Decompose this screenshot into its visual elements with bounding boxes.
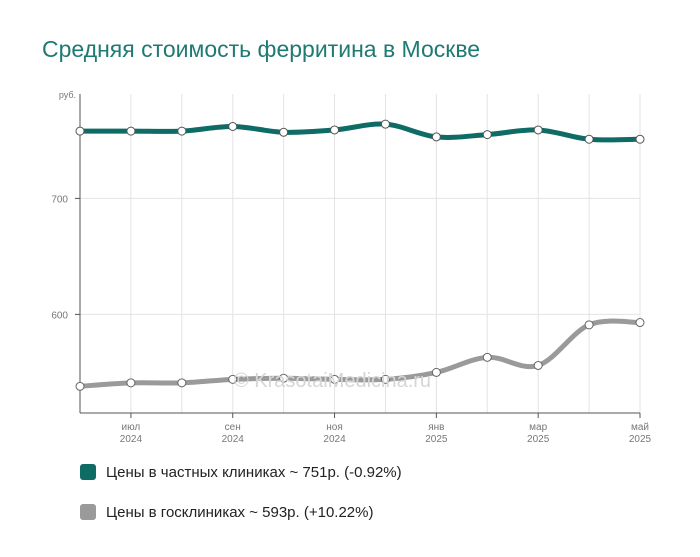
legend-label-public: Цены в госклиниках ~ 593р. (+10.22%) [106, 503, 374, 521]
x-tick-label-year: 2025 [425, 434, 448, 445]
data-point-private [533, 125, 543, 135]
x-tick-label-year: 2024 [222, 434, 245, 445]
legend-item-private[interactable]: Цены в частных клиниках ~ 751р. (-0.92%) [80, 460, 402, 484]
data-point-public [228, 374, 238, 384]
legend-item-public[interactable]: Цены в госклиниках ~ 593р. (+10.22%) [80, 500, 402, 524]
data-point-private [380, 119, 390, 129]
data-point-public [380, 374, 390, 384]
x-tick-label-month: янв [428, 422, 444, 433]
data-point-private [431, 132, 441, 142]
data-point-private [330, 125, 340, 135]
data-point-public [279, 373, 289, 383]
data-point-private [279, 127, 289, 137]
data-point-private [75, 126, 85, 136]
series-line-private [77, 121, 643, 143]
data-point-private [177, 126, 187, 136]
legend-swatch-public [80, 504, 96, 520]
y-tick-label: 600 [51, 310, 68, 321]
legend: Цены в частных клиниках ~ 751р. (-0.92%)… [80, 460, 402, 524]
data-point-private [228, 121, 238, 131]
data-point-public [75, 381, 85, 391]
chart-title: Средняя стоимость ферритина в Москве [42, 36, 481, 62]
data-point-public [635, 318, 645, 328]
x-tick-label-year: 2024 [120, 434, 143, 445]
x-tick-label-year: 2024 [323, 434, 346, 445]
data-point-public [330, 374, 340, 384]
data-point-private [482, 130, 492, 140]
legend-label-private: Цены в частных клиниках ~ 751р. (-0.92%) [106, 463, 402, 481]
x-tick-label-month: мар [529, 422, 547, 433]
legend-swatch-private [80, 464, 96, 480]
x-tick-label-month: ноя [326, 422, 343, 433]
watermark: © KrasotaiMedicina.ru [234, 370, 432, 392]
data-point-public [533, 360, 543, 370]
x-tick-label-year: 2025 [527, 434, 550, 445]
x-tick-label-month: июл [122, 422, 141, 433]
data-point-private [584, 134, 594, 144]
data-point-public [584, 320, 594, 330]
x-tick-label-year: 2025 [629, 434, 652, 445]
data-point-private [126, 126, 136, 136]
data-point-private [635, 134, 645, 144]
data-point-public [126, 378, 136, 388]
x-tick-label-month: сен [225, 422, 241, 433]
y-axis-unit: руб. [59, 90, 76, 100]
data-point-public [431, 367, 441, 377]
y-tick-label: 700 [51, 194, 68, 205]
data-point-public [482, 352, 492, 362]
x-tick-label-month: май [631, 422, 649, 433]
data-point-public [177, 378, 187, 388]
